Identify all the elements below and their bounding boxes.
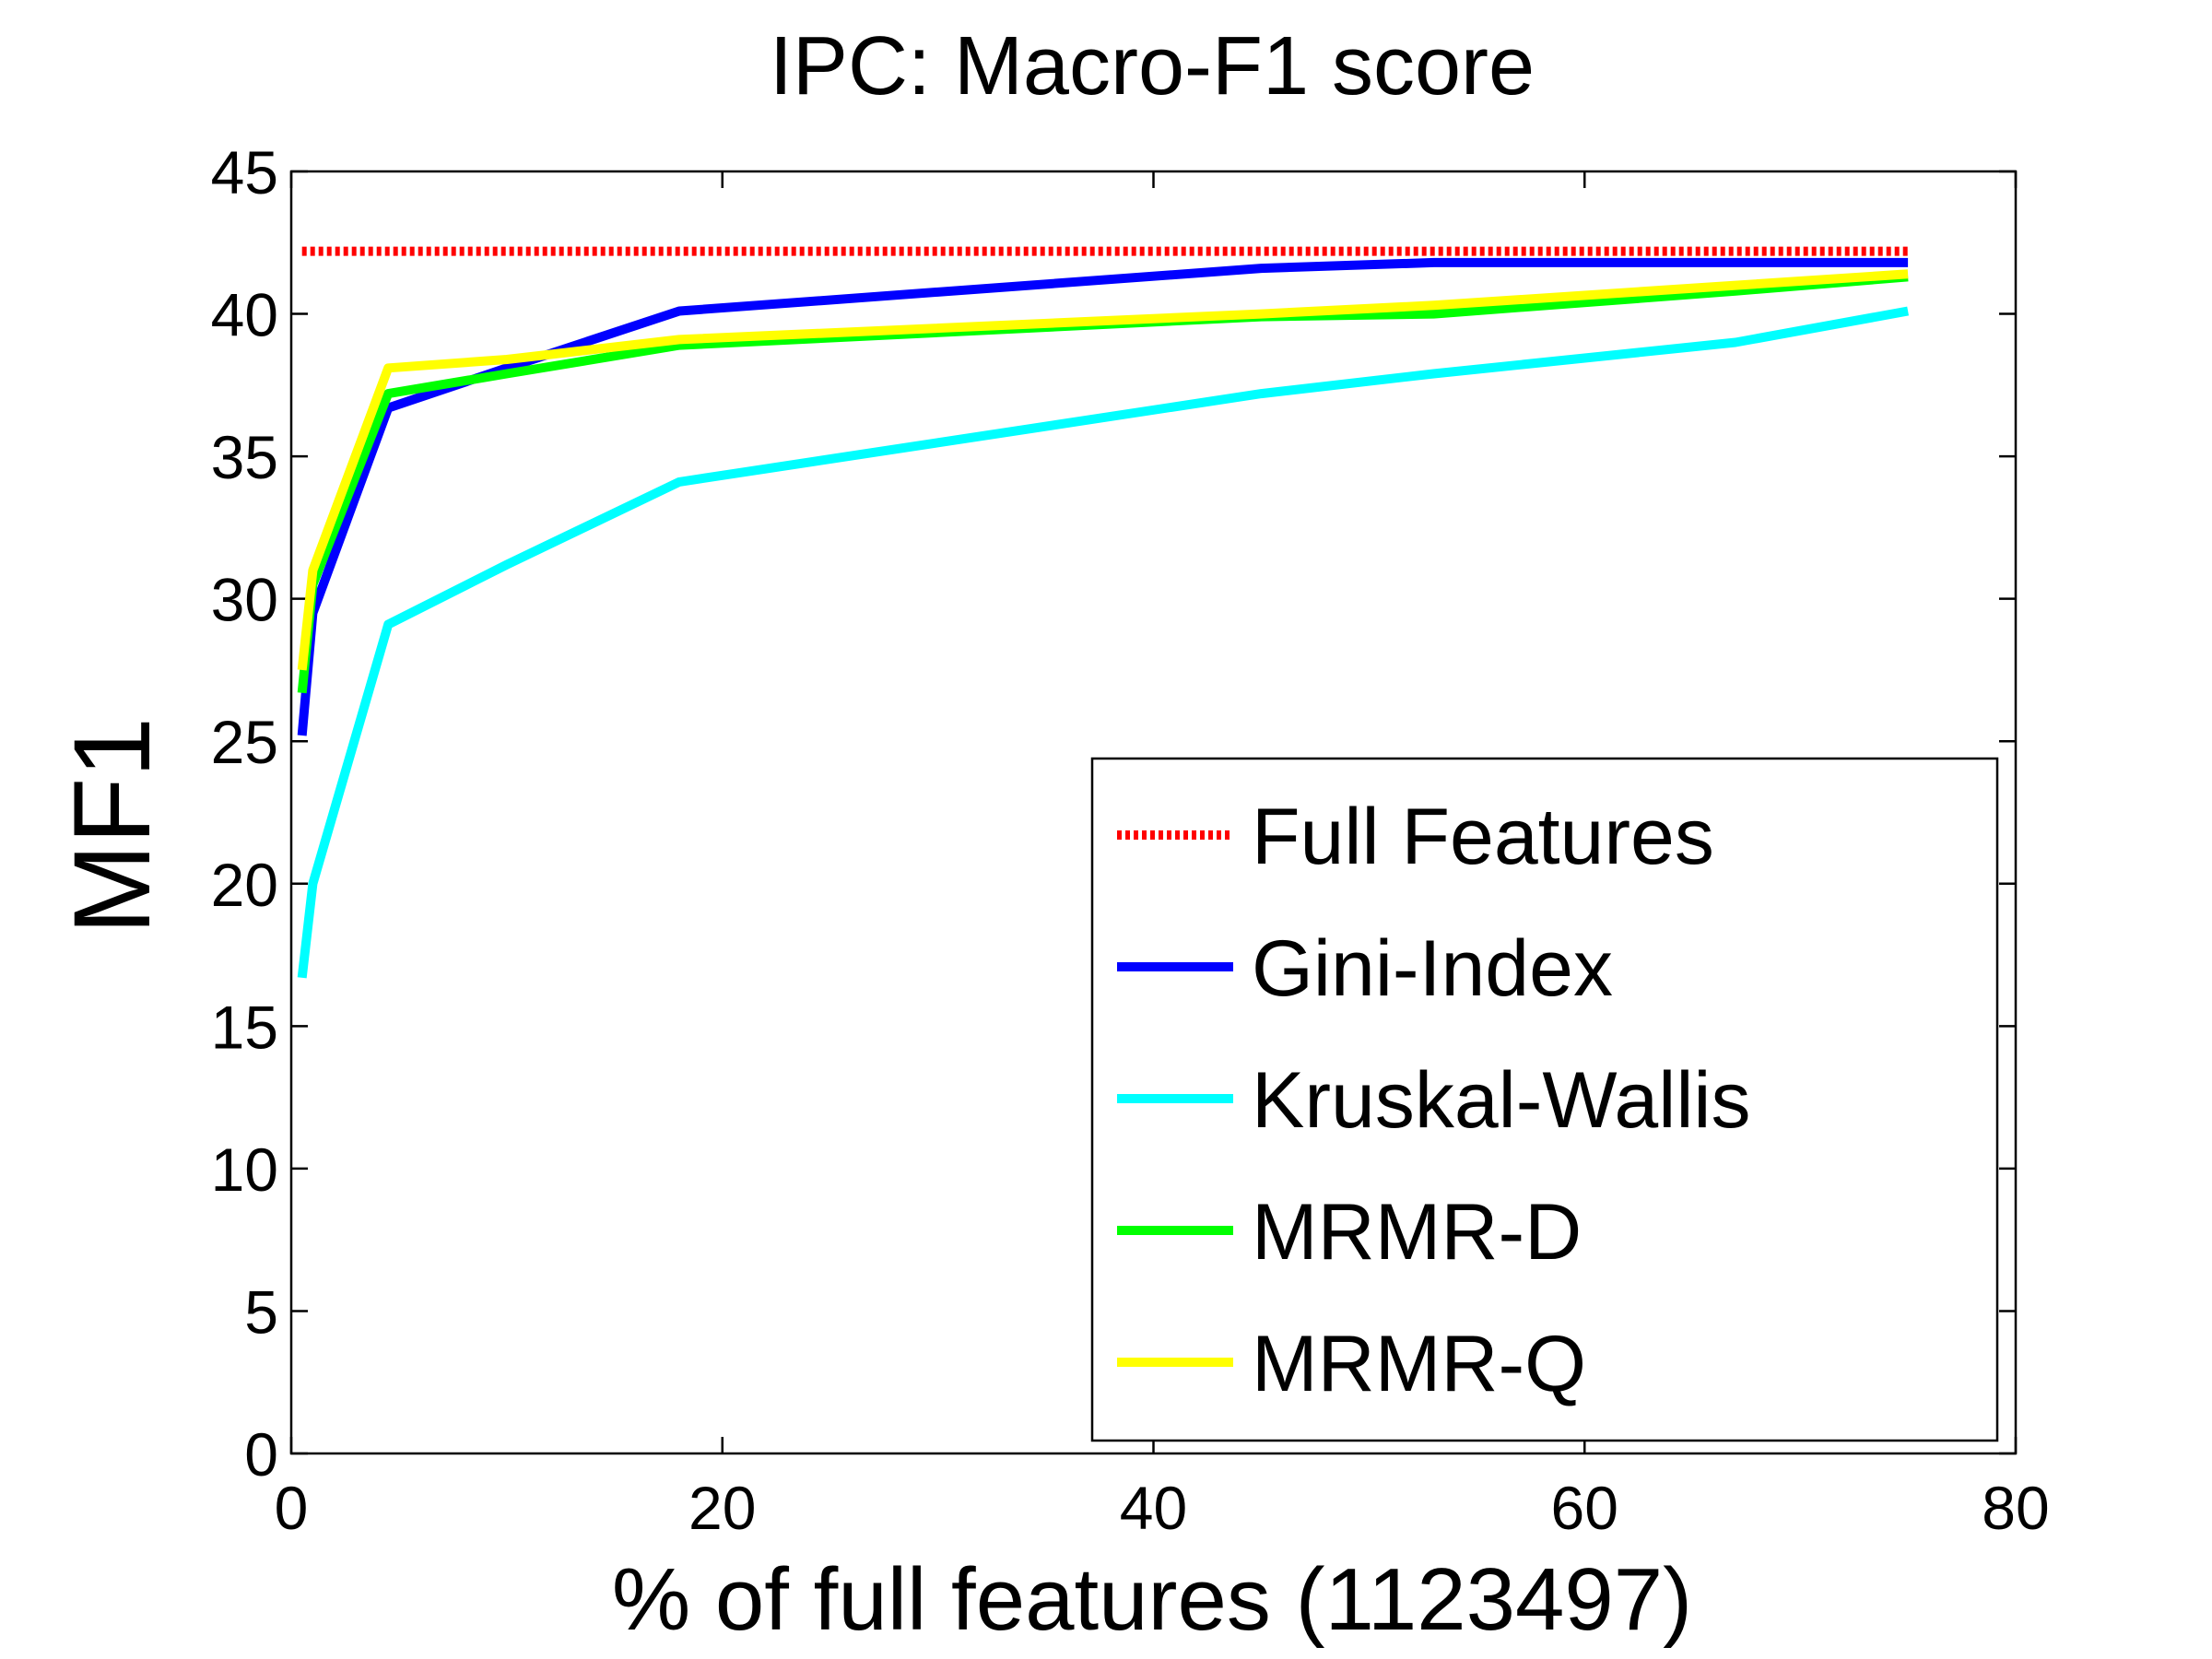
- axis-ticks: 0 20 40 60 80 0 5 10 15 20 25 30 35 40 45: [211, 138, 2050, 1542]
- y-tick-label: 25: [211, 708, 278, 776]
- y-axis-label: MF1: [52, 717, 173, 935]
- legend-label-mrmr-d: MRMR-D: [1252, 1188, 1582, 1277]
- legend: Full Features Gini-Index Kruskal-Wallis MRM…: [1090, 757, 1999, 1442]
- legend-box: [1090, 757, 1999, 1442]
- y-tick-label: 20: [211, 851, 278, 919]
- y-tick-label: 30: [211, 566, 278, 634]
- legend-label-full-features: Full Features: [1252, 793, 1714, 881]
- series-line-mrmr-d: [297, 272, 1909, 694]
- y-tick-label: 0: [244, 1420, 278, 1488]
- legend-label-mrmr-q: MRMR-Q: [1252, 1320, 1586, 1408]
- plot-frame: [289, 170, 2018, 1455]
- legend-label-gini-index: Gini-Index: [1252, 924, 1613, 1013]
- x-tick-label: 0: [275, 1474, 309, 1542]
- y-tick-label: 40: [211, 281, 278, 349]
- series-line-kruskal-wallis: [297, 306, 1909, 979]
- x-tick-label: 40: [1120, 1474, 1187, 1542]
- series-lines: [297, 246, 1909, 979]
- x-tick-label: 20: [688, 1474, 756, 1542]
- x-tick-label: 60: [1551, 1474, 1618, 1542]
- x-axis-label: % of full features (1123497): [612, 1550, 1692, 1649]
- series-line-gini-index: [297, 257, 1909, 736]
- y-tick-label: 10: [211, 1135, 278, 1204]
- y-tick-label: 45: [211, 138, 278, 206]
- chart-title: IPC: Macro-F1 score: [770, 20, 1535, 112]
- legend-label-kruskal-wallis: Kruskal-Wallis: [1252, 1056, 1751, 1145]
- y-tick-label: 5: [244, 1277, 278, 1346]
- series-line-mrmr-q: [297, 269, 1909, 671]
- y-tick-label: 15: [211, 993, 278, 1061]
- y-tick-label: 35: [211, 423, 278, 491]
- x-tick-label: 80: [1982, 1474, 2049, 1542]
